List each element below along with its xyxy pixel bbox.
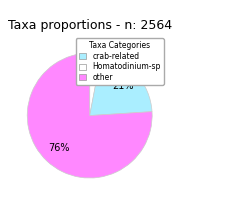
Legend: crab-related, Homatodinium-sp, other: crab-related, Homatodinium-sp, other (76, 38, 164, 85)
Wedge shape (90, 53, 101, 116)
Wedge shape (90, 54, 152, 116)
Text: 3%: 3% (86, 66, 102, 76)
Text: 76%: 76% (48, 143, 70, 153)
Wedge shape (27, 53, 152, 178)
Text: 21%: 21% (113, 81, 134, 91)
Title: Taxa proportions - n: 2564: Taxa proportions - n: 2564 (8, 19, 172, 32)
